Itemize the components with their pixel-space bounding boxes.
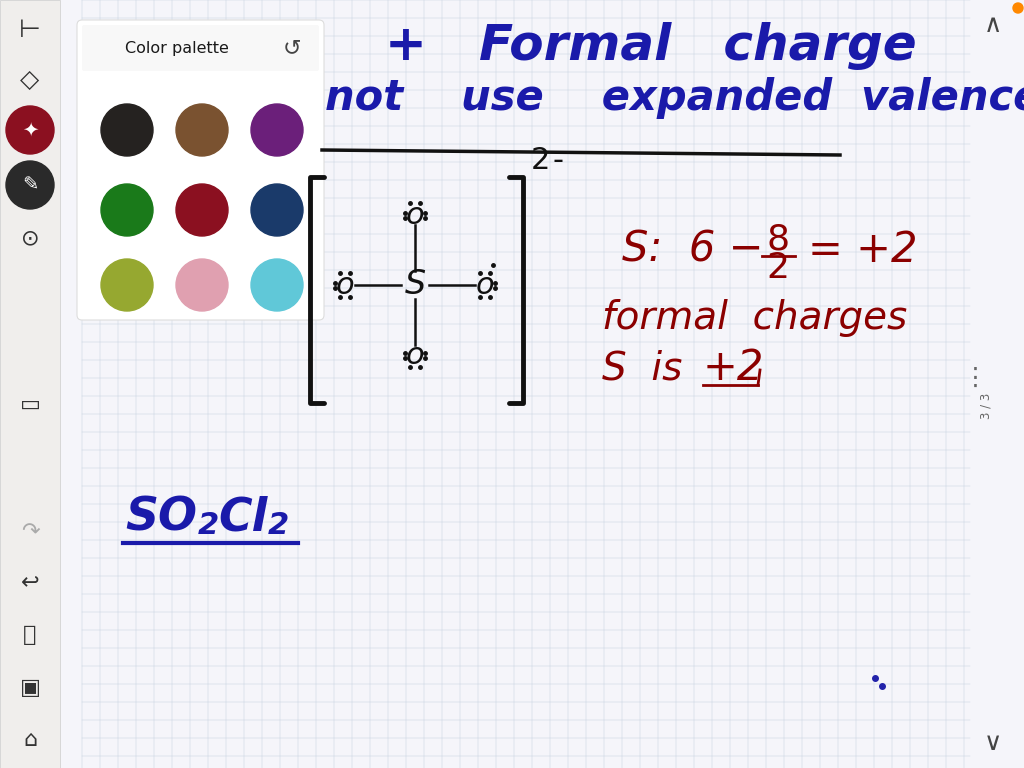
Circle shape — [251, 184, 303, 236]
Circle shape — [101, 259, 153, 311]
Circle shape — [101, 104, 153, 156]
FancyBboxPatch shape — [77, 20, 324, 320]
Text: 2: 2 — [198, 511, 219, 539]
Text: Color palette: Color palette — [125, 41, 229, 55]
Circle shape — [1013, 3, 1023, 13]
Text: 2: 2 — [268, 511, 289, 539]
Text: o: o — [476, 270, 495, 300]
Circle shape — [6, 106, 54, 154]
Circle shape — [176, 104, 228, 156]
Text: ∧: ∧ — [984, 13, 1002, 37]
Text: ⊢: ⊢ — [19, 18, 41, 42]
Text: S: S — [404, 269, 426, 302]
Bar — [0, 0, 60, 768]
Text: S:  6 −: S: 6 − — [622, 229, 764, 271]
Text: ✦: ✦ — [22, 121, 38, 140]
Text: Cl: Cl — [218, 495, 267, 541]
Text: = +2: = +2 — [808, 229, 918, 271]
Text: o: o — [406, 200, 424, 230]
Text: ⋮: ⋮ — [963, 366, 987, 390]
Text: 3 / 3: 3 / 3 — [980, 393, 992, 419]
Circle shape — [6, 161, 54, 209]
Text: ◇: ◇ — [20, 68, 40, 92]
Text: ∨: ∨ — [984, 731, 1002, 755]
Text: SO: SO — [125, 495, 197, 541]
Circle shape — [176, 184, 228, 236]
Text: ▭: ▭ — [19, 395, 41, 415]
Text: +   Formal   charge: + Formal charge — [385, 22, 916, 70]
Text: ▣: ▣ — [19, 678, 41, 698]
Text: o: o — [336, 270, 354, 300]
Text: 8: 8 — [766, 223, 790, 257]
Text: ⌂: ⌂ — [23, 730, 37, 750]
Text: o: o — [406, 340, 424, 369]
Circle shape — [101, 184, 153, 236]
Text: 2: 2 — [531, 146, 550, 175]
Circle shape — [251, 259, 303, 311]
Text: ✎: ✎ — [22, 176, 38, 194]
Text: S  is: S is — [602, 349, 682, 387]
Circle shape — [251, 104, 303, 156]
Text: ↩: ↩ — [20, 573, 39, 593]
Circle shape — [176, 259, 228, 311]
Text: +2: +2 — [703, 347, 764, 389]
Text: -: - — [553, 146, 564, 175]
FancyBboxPatch shape — [82, 25, 319, 71]
Text: ⊙: ⊙ — [20, 228, 39, 248]
Text: 2: 2 — [767, 251, 790, 285]
Text: ↷: ↷ — [20, 523, 39, 543]
Text: formal  charges: formal charges — [602, 299, 907, 337]
Text: ↺: ↺ — [283, 38, 301, 58]
Text: not    use    expanded  valence: not use expanded valence — [325, 77, 1024, 119]
Text: ⤴: ⤴ — [24, 625, 37, 645]
